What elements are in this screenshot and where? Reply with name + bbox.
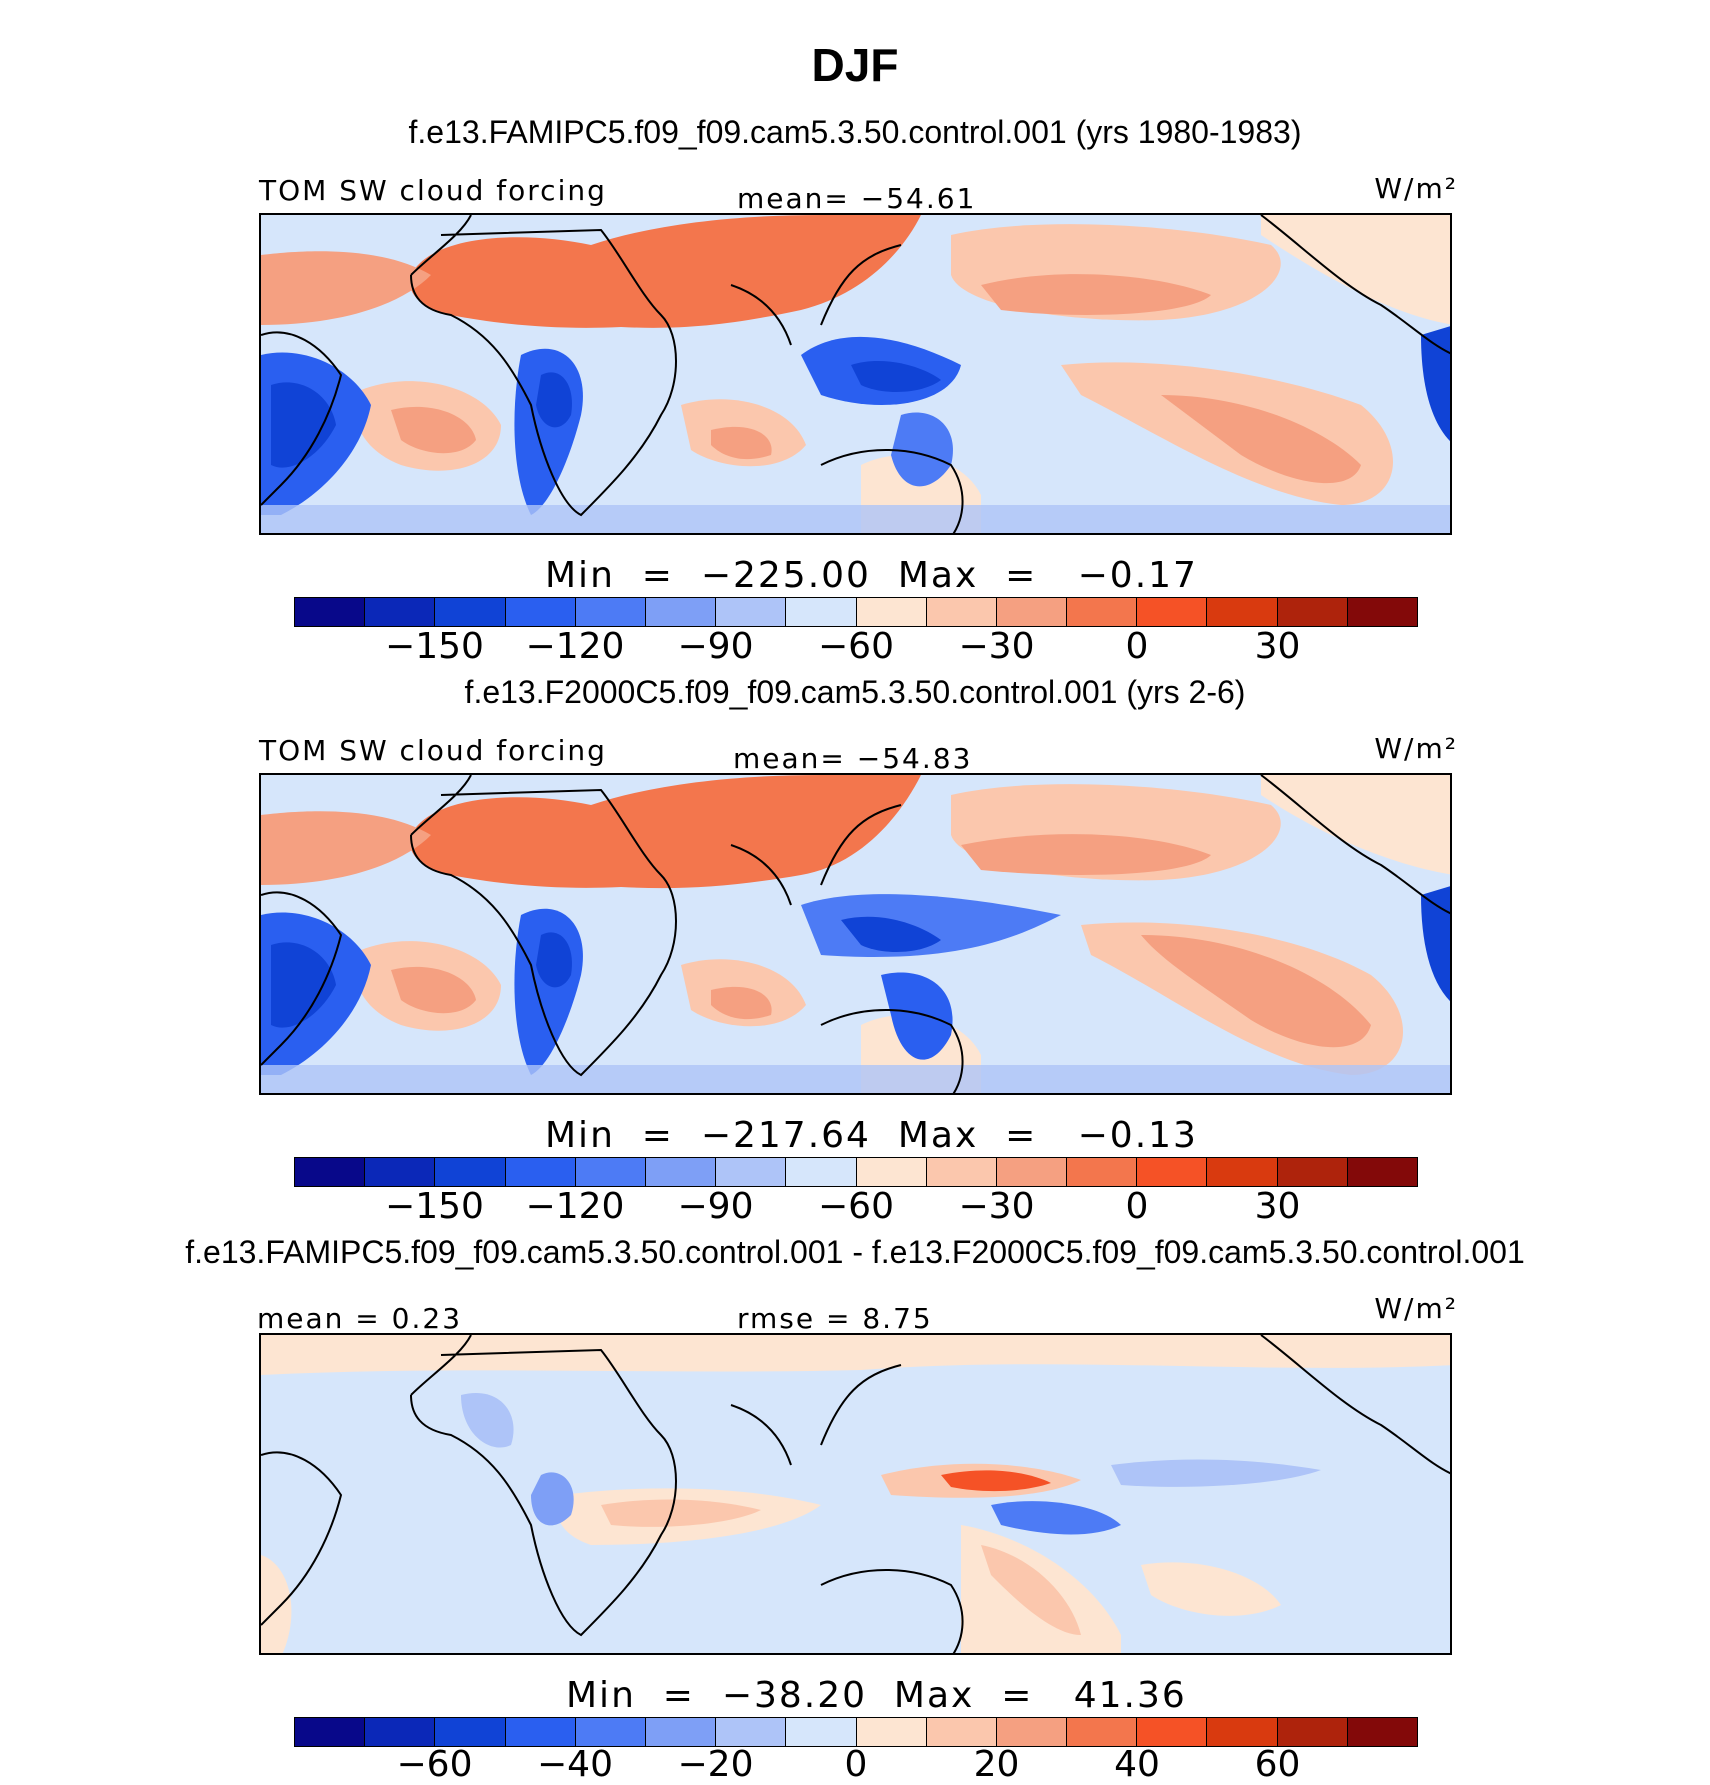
colorbar-swatch	[1277, 1158, 1348, 1186]
colorbar-tick: 0	[844, 1744, 868, 1785]
panel-2-colorbar	[294, 1157, 1418, 1187]
colorbar-swatch	[1207, 598, 1278, 626]
colorbar-tick: −20	[677, 1744, 754, 1785]
colorbar-tick: −90	[677, 626, 754, 667]
panel-1-colorbar-ticks: −150 −120 −90 −60 −30 0 30	[294, 626, 1418, 667]
colorbar-swatch	[1347, 1718, 1417, 1746]
colorbar-swatch	[1277, 598, 1348, 626]
colorbar-swatch	[786, 1158, 857, 1186]
colorbar-swatch	[996, 1718, 1068, 1746]
colorbar-swatch	[996, 598, 1068, 626]
colorbar-swatch	[926, 1158, 997, 1186]
panel-3-case-title: f.e13.FAMIPC5.f09_f09.cam5.3.50.control.…	[185, 1234, 1525, 1270]
panel-1-units-label: W/m²	[1374, 172, 1458, 205]
panel-3-colorbar	[294, 1717, 1418, 1747]
colorbar-swatch	[435, 1718, 506, 1746]
colorbar-swatch	[716, 1158, 787, 1186]
colorbar-tick: 30	[1254, 626, 1301, 667]
colorbar-tick: 0	[1125, 1186, 1149, 1227]
colorbar-swatch	[1067, 598, 1138, 626]
colorbar-swatch	[1137, 1718, 1208, 1746]
colorbar-tick: −150	[385, 626, 484, 667]
colorbar-swatch	[435, 598, 506, 626]
colorbar-swatch	[505, 598, 576, 626]
panel-1-colorbar	[294, 597, 1418, 627]
colorbar-tick: −60	[818, 1186, 894, 1227]
colorbar-tick: 30	[1254, 1186, 1301, 1227]
colorbar-swatch	[856, 1718, 927, 1746]
colorbar-swatch	[856, 598, 927, 626]
panel-3-rmse-label: rmse = 8.75	[737, 1302, 933, 1335]
colorbar-swatch	[645, 598, 717, 626]
colorbar-swatch	[505, 1718, 576, 1746]
colorbar-swatch	[435, 1158, 506, 1186]
colorbar-tick: −120	[525, 1186, 625, 1227]
colorbar-swatch	[1207, 1718, 1278, 1746]
colorbar-swatch	[365, 1718, 436, 1746]
panel-3-map	[259, 1333, 1452, 1655]
colorbar-swatch	[295, 598, 366, 626]
panel-2-case-title: f.e13.F2000C5.f09_f09.cam5.3.50.control.…	[464, 674, 1246, 710]
colorbar-swatch	[1067, 1158, 1138, 1186]
panel-2-units-label: W/m²	[1374, 732, 1458, 765]
colorbar-swatch	[856, 1158, 927, 1186]
panel-1-map	[259, 213, 1452, 535]
colorbar-swatch	[1137, 1158, 1208, 1186]
colorbar-swatch	[716, 598, 787, 626]
colorbar-swatch	[645, 1718, 717, 1746]
colorbar-swatch	[1347, 1158, 1417, 1186]
panel-1-minmax: Min = −225.00 Max = −0.17	[545, 555, 1198, 596]
panel-2-mean-label: mean= −54.83	[733, 742, 973, 775]
colorbar-swatch	[1277, 1718, 1348, 1746]
colorbar-swatch	[295, 1158, 366, 1186]
panel-3-units-label: W/m²	[1374, 1292, 1458, 1325]
colorbar-swatch	[575, 1718, 646, 1746]
panel-3-minmax: Min = −38.20 Max = 41.36	[566, 1675, 1187, 1716]
colorbar-tick: −120	[525, 626, 625, 667]
colorbar-swatch	[575, 1158, 646, 1186]
colorbar-swatch	[365, 598, 436, 626]
panel-1-variable-label: TOM SW cloud forcing	[259, 174, 607, 207]
panel-2-colorbar-ticks: −150 −120 −90 −60 −30 0 30	[294, 1186, 1418, 1227]
colorbar-swatch	[505, 1158, 576, 1186]
panel-3-colorbar-ticks: −60 −40 −20 0 20 40 60	[294, 1744, 1418, 1785]
panel-2-variable-label: TOM SW cloud forcing	[259, 734, 607, 767]
colorbar-swatch	[1347, 598, 1417, 626]
colorbar-tick: −60	[396, 1744, 473, 1785]
colorbar-swatch	[645, 1158, 717, 1186]
colorbar-tick: 60	[1254, 1744, 1301, 1785]
colorbar-swatch	[786, 1718, 857, 1746]
panel-3-mean-label: mean = 0.23	[257, 1302, 463, 1335]
colorbar-tick: −40	[537, 1744, 613, 1785]
colorbar-swatch	[365, 1158, 436, 1186]
colorbar-swatch	[926, 598, 997, 626]
colorbar-swatch	[1207, 1158, 1278, 1186]
panel-1-mean-label: mean= −54.61	[737, 182, 977, 215]
colorbar-swatch	[1137, 598, 1208, 626]
panel-2-map	[259, 773, 1452, 1095]
colorbar-swatch	[295, 1718, 366, 1746]
colorbar-swatch	[716, 1718, 787, 1746]
colorbar-tick: −60	[818, 626, 894, 667]
panel-1-case-title: f.e13.FAMIPC5.f09_f09.cam5.3.50.control.…	[408, 114, 1302, 150]
colorbar-swatch	[996, 1158, 1068, 1186]
figure-title: DJF	[811, 39, 899, 91]
colorbar-tick: 40	[1114, 1744, 1160, 1785]
colorbar-tick: −150	[385, 1186, 484, 1227]
panel-2-minmax: Min = −217.64 Max = −0.13	[545, 1115, 1198, 1156]
colorbar-tick: −30	[958, 1186, 1035, 1227]
colorbar-swatch	[575, 598, 646, 626]
colorbar-swatch	[1067, 1718, 1138, 1746]
colorbar-tick: −30	[958, 626, 1035, 667]
colorbar-swatch	[926, 1718, 997, 1746]
colorbar-tick: −90	[677, 1186, 754, 1227]
colorbar-swatch	[786, 598, 857, 626]
colorbar-tick: 0	[1125, 626, 1149, 667]
colorbar-tick: 20	[973, 1744, 1020, 1785]
